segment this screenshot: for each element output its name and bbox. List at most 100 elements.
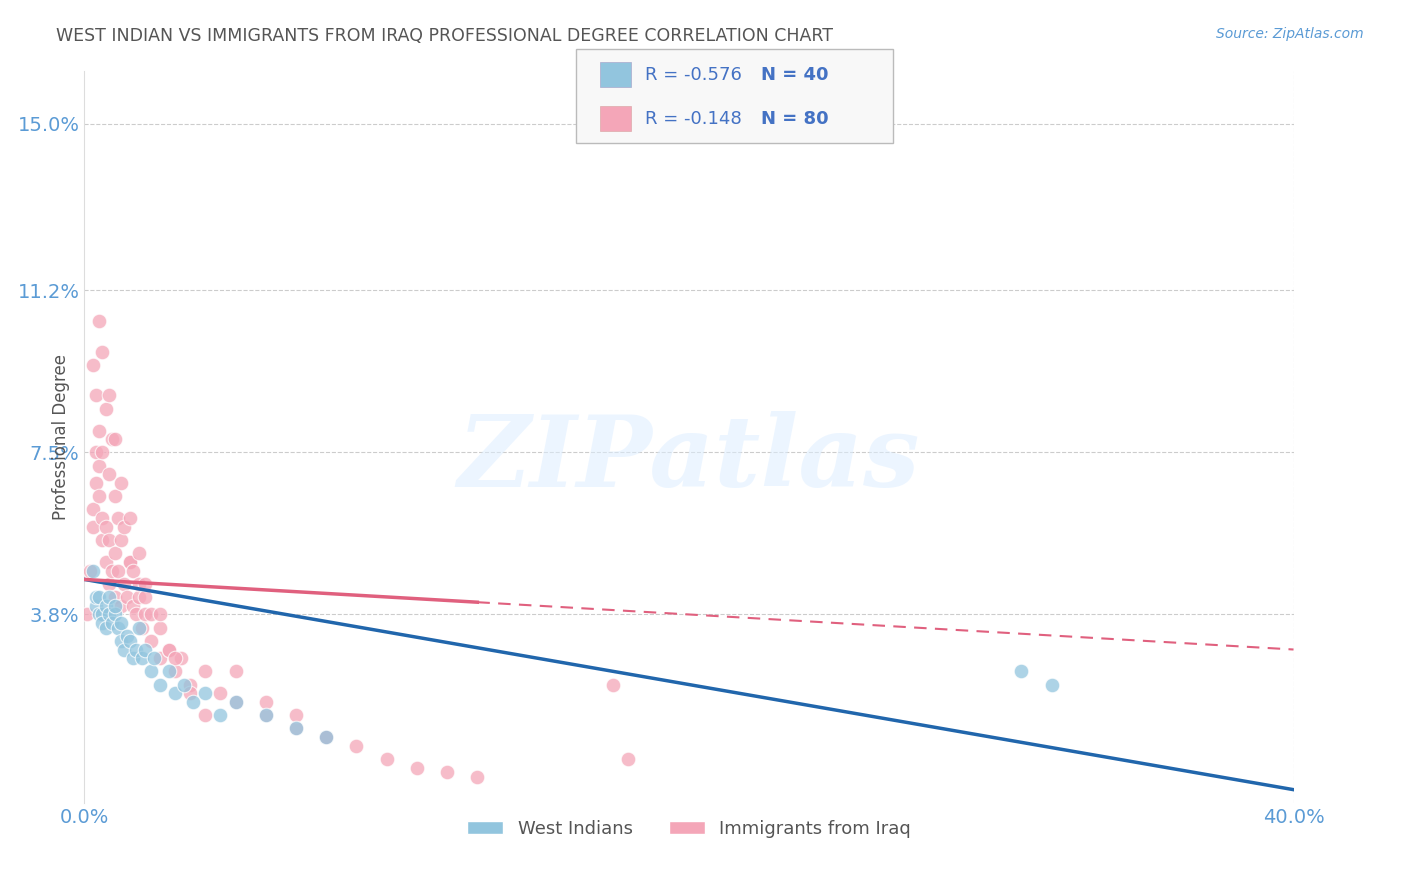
Y-axis label: Professional Degree: Professional Degree (52, 354, 70, 520)
Point (165, 686, 187, 700)
Point (110, 599, 132, 613)
Point (110, 533, 132, 547)
Point (157, 642, 180, 657)
Point (157, 642, 180, 657)
Point (142, 651, 165, 665)
Point (346, 739, 368, 753)
Point (82, 564, 104, 578)
Point (125, 642, 148, 657)
Point (194, 665, 217, 679)
Point (194, 686, 217, 700)
Point (131, 651, 153, 665)
Point (91, 445, 114, 459)
Point (79, 564, 101, 578)
Point (86, 445, 108, 459)
Point (112, 520, 135, 534)
Point (82, 502, 104, 516)
Text: R = -0.576: R = -0.576 (645, 66, 742, 84)
Text: ZIPatlas: ZIPatlas (458, 411, 920, 508)
Point (134, 607, 156, 622)
Point (100, 616, 122, 631)
Point (94, 520, 117, 534)
Point (149, 651, 172, 665)
Point (181, 695, 204, 709)
Point (89, 458, 111, 473)
Point (149, 621, 172, 635)
Point (89, 314, 111, 328)
Point (128, 590, 150, 604)
Point (94, 599, 117, 613)
Point (254, 695, 277, 709)
Point (115, 629, 138, 643)
Point (91, 616, 114, 631)
Point (97, 590, 120, 604)
Point (89, 424, 111, 438)
Point (112, 642, 135, 657)
Point (110, 476, 132, 491)
Point (107, 564, 129, 578)
Point (94, 555, 117, 569)
Point (254, 708, 277, 723)
Point (76, 607, 98, 622)
Point (139, 633, 162, 648)
Point (86, 590, 108, 604)
Point (285, 722, 308, 736)
Point (128, 546, 150, 560)
Point (315, 730, 337, 744)
Point (104, 599, 127, 613)
Point (86, 476, 108, 491)
Text: R = -0.148: R = -0.148 (645, 110, 742, 128)
Point (128, 576, 150, 591)
Point (104, 546, 127, 560)
Point (100, 432, 122, 446)
Point (254, 708, 277, 723)
Text: N = 40: N = 40 (761, 66, 828, 84)
Point (118, 633, 141, 648)
Point (436, 765, 458, 780)
Point (118, 511, 141, 525)
Point (467, 770, 489, 784)
Point (131, 621, 153, 635)
Point (89, 590, 111, 604)
Point (121, 564, 143, 578)
Point (94, 621, 117, 635)
Point (1040, 677, 1063, 691)
Point (194, 708, 217, 723)
Point (170, 651, 193, 665)
Point (134, 642, 156, 657)
Point (617, 752, 640, 766)
Point (104, 590, 127, 604)
Point (125, 607, 148, 622)
Point (86, 388, 108, 402)
Point (173, 677, 195, 691)
Point (149, 607, 172, 622)
Point (107, 511, 129, 525)
Point (225, 695, 247, 709)
Point (86, 599, 108, 613)
Point (118, 555, 141, 569)
Point (134, 576, 156, 591)
Point (285, 722, 308, 736)
Point (100, 564, 122, 578)
Point (602, 677, 624, 691)
Text: Source: ZipAtlas.com: Source: ZipAtlas.com (1216, 27, 1364, 41)
Point (118, 555, 141, 569)
Point (82, 520, 104, 534)
Point (107, 621, 129, 635)
Point (121, 651, 143, 665)
Point (115, 590, 138, 604)
Point (104, 607, 127, 622)
Point (91, 344, 114, 359)
Point (375, 752, 398, 766)
Point (128, 621, 150, 635)
Point (149, 677, 172, 691)
Point (94, 401, 117, 416)
Point (110, 616, 132, 631)
Point (165, 651, 187, 665)
Point (315, 730, 337, 744)
Point (97, 388, 120, 402)
Point (89, 489, 111, 503)
Point (97, 576, 120, 591)
Point (165, 665, 187, 679)
Point (139, 665, 162, 679)
